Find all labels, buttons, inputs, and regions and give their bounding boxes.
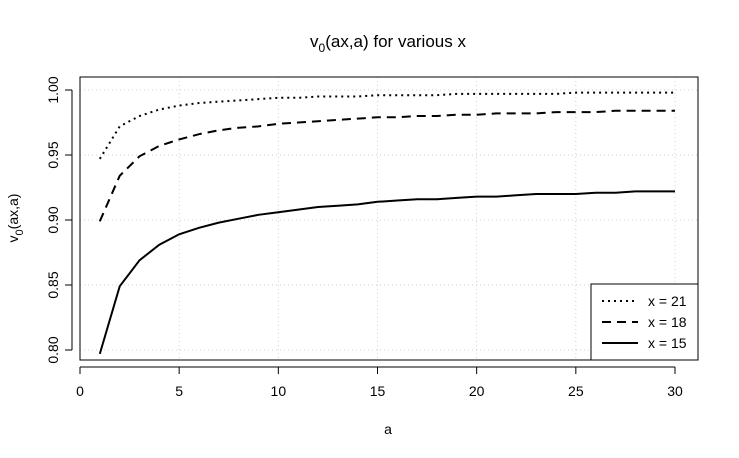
legend-label: x = 15 xyxy=(648,335,687,351)
x-tick-label: 10 xyxy=(271,383,287,399)
x-axis-title: a xyxy=(384,421,392,437)
legend-label: x = 21 xyxy=(648,293,687,309)
x-tick-label: 5 xyxy=(175,383,183,399)
x-tick-label: 25 xyxy=(568,383,584,399)
grid-lines xyxy=(79,77,698,360)
y-tick-label: 0.80 xyxy=(45,336,61,363)
y-tick-label: 0.85 xyxy=(45,271,61,298)
y-tick-label: 0.95 xyxy=(45,141,61,168)
plot-frame xyxy=(79,76,699,361)
legend: x = 21 x = 18 x = 15 xyxy=(590,283,699,361)
series-line xyxy=(98,109,675,222)
y-tick-label: 0.90 xyxy=(45,206,61,233)
x-axis: 0 5 10 15 20 25 30 xyxy=(76,366,683,399)
series-line xyxy=(98,190,675,355)
y-axis-title: v0(ax,a) xyxy=(5,194,26,243)
series-layer xyxy=(98,91,675,355)
x-tick-label: 0 xyxy=(76,383,84,399)
x-tick-label: 15 xyxy=(370,383,386,399)
x-tick-label: 20 xyxy=(469,383,485,399)
legend-label: x = 18 xyxy=(648,314,687,330)
y-axis: 0.80 0.85 0.90 0.95 1.00 xyxy=(45,76,73,364)
series-line xyxy=(98,91,675,160)
x-tick-label: 30 xyxy=(667,383,683,399)
chart-title: v0(ax,a) for various x xyxy=(310,32,466,55)
y-tick-label: 1.00 xyxy=(45,76,61,103)
